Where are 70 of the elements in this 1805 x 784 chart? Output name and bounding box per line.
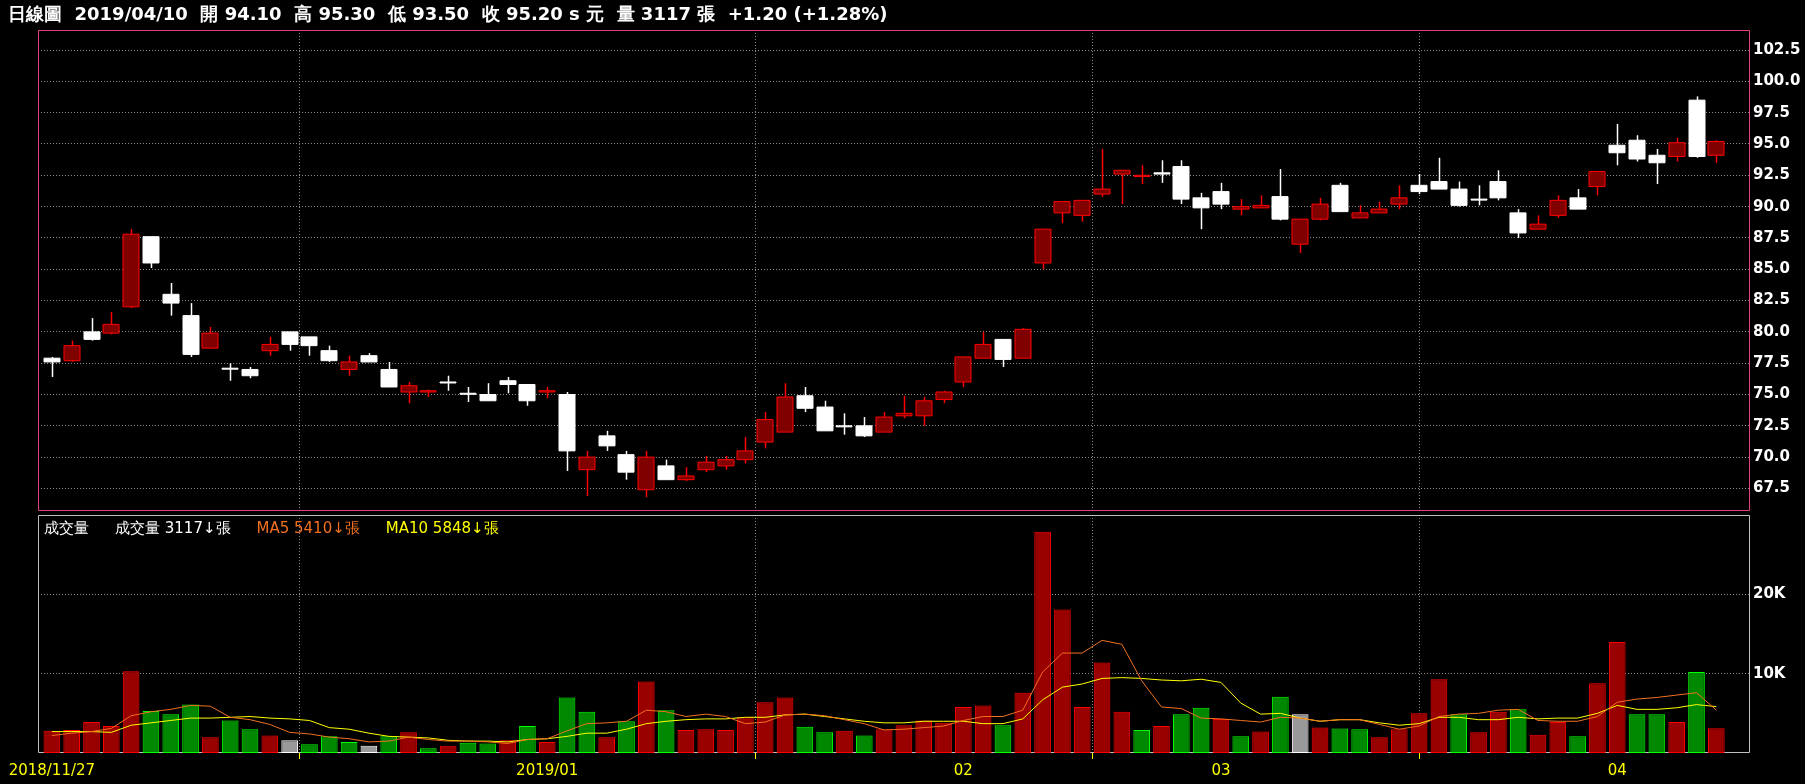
y-tick-label: 92.5 bbox=[1753, 165, 1791, 184]
candlestick bbox=[1509, 208, 1527, 239]
candlestick bbox=[756, 411, 774, 450]
candlestick bbox=[1113, 169, 1131, 205]
annotation: 成交量 3117↓張 bbox=[115, 519, 231, 537]
x-tick-label: 04 bbox=[1607, 760, 1627, 779]
candlestick bbox=[1668, 136, 1686, 163]
candlestick bbox=[1430, 157, 1448, 190]
y-tick-label: 72.5 bbox=[1753, 415, 1791, 434]
y-tick-label: 100.0 bbox=[1753, 71, 1801, 90]
candlestick bbox=[875, 411, 893, 433]
candlestick bbox=[43, 356, 61, 378]
candlestick bbox=[83, 317, 101, 342]
y-tick-label: 97.5 bbox=[1753, 102, 1791, 121]
chart-title: 日線圖 2019/04/10 開 94.10 高 95.30 低 93.50 收 95.20 s 元 量 3117 張 +1.20 (+1.28%) bbox=[8, 3, 888, 25]
candlestick bbox=[1212, 182, 1230, 210]
candlestick bbox=[1093, 148, 1111, 198]
candlestick bbox=[657, 458, 675, 481]
candlestick bbox=[1053, 200, 1071, 224]
candlestick bbox=[380, 361, 398, 388]
candlestick bbox=[1073, 199, 1091, 223]
candlestick bbox=[915, 396, 933, 427]
candlestick bbox=[1470, 184, 1488, 207]
candlestick bbox=[1569, 188, 1587, 210]
candlestick bbox=[1588, 170, 1606, 197]
candlestick bbox=[63, 339, 81, 363]
candlestick bbox=[1608, 123, 1626, 167]
y-tick-label: 20K bbox=[1753, 584, 1787, 603]
y-tick-label: 95.0 bbox=[1753, 133, 1791, 152]
y-tick-label: 75.0 bbox=[1753, 384, 1791, 403]
candlestick bbox=[1390, 184, 1408, 210]
text: MA10 5848↓張 bbox=[385, 519, 499, 537]
candlestick bbox=[261, 336, 279, 357]
candlestick bbox=[855, 416, 873, 438]
x-tick-label: 02 bbox=[953, 760, 973, 779]
candlestick bbox=[598, 430, 616, 452]
y-tick-label: 90.0 bbox=[1753, 196, 1791, 215]
candlestick bbox=[1133, 164, 1151, 185]
y-tick-label: 80.0 bbox=[1753, 321, 1791, 340]
candlestick bbox=[340, 354, 358, 377]
y-tick-label: 82.5 bbox=[1753, 290, 1791, 309]
y-tick-label: 70.0 bbox=[1753, 447, 1791, 466]
candlestick bbox=[1549, 194, 1567, 219]
y-tick-label: 67.5 bbox=[1753, 478, 1791, 497]
candlestick bbox=[895, 395, 913, 420]
y-tick-label: 10K bbox=[1753, 663, 1787, 682]
candlestick bbox=[617, 450, 635, 481]
candlestick bbox=[578, 450, 596, 497]
y-tick-label: 87.5 bbox=[1753, 227, 1791, 246]
x-tick-label: 03 bbox=[1211, 760, 1231, 779]
x-tick-label: 2018/11/27 bbox=[8, 760, 96, 779]
x-tick-label: 2019/01 bbox=[516, 760, 579, 779]
candlestick bbox=[1489, 169, 1507, 202]
legend-title: 成交量 bbox=[44, 519, 89, 537]
candlestick bbox=[1410, 173, 1428, 195]
candlestick bbox=[796, 386, 814, 413]
candlestick bbox=[1707, 139, 1725, 164]
candlestick bbox=[974, 331, 992, 359]
candlestick bbox=[1192, 192, 1210, 230]
candlestick bbox=[1628, 134, 1646, 163]
candlestick bbox=[162, 282, 180, 317]
candlestick bbox=[1271, 168, 1289, 222]
text: MA5 5410↓張 bbox=[256, 519, 360, 537]
y-tick-label: 77.5 bbox=[1753, 353, 1791, 372]
candlestick bbox=[1648, 148, 1666, 185]
y-tick-label: 102.5 bbox=[1753, 39, 1801, 58]
candlestick bbox=[1450, 180, 1468, 208]
y-tick-label: 85.0 bbox=[1753, 259, 1791, 278]
candlestick bbox=[994, 338, 1012, 368]
candlestick bbox=[201, 326, 219, 349]
